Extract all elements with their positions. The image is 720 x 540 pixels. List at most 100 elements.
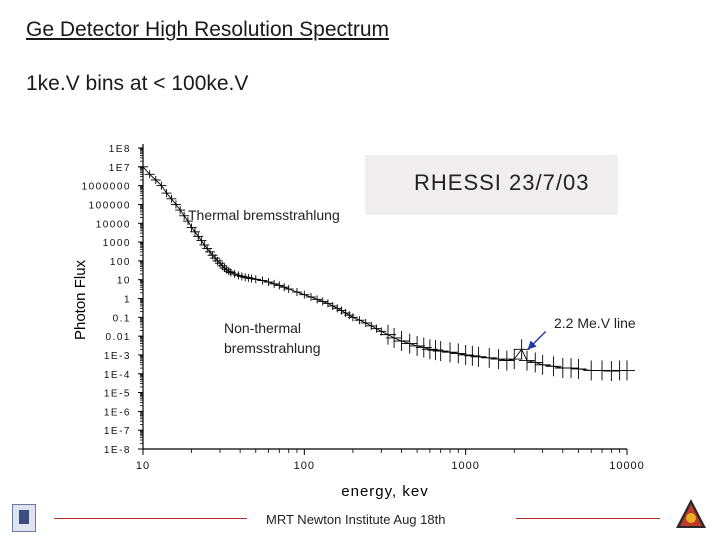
slide-subtitle: 1ke.V bins at < 100ke.V [26,72,249,95]
spectrum-point [519,350,536,371]
institute-logo [12,504,36,532]
inset-label-box [365,155,618,215]
line-arrow-head [527,340,537,350]
spectrum-line [142,166,627,372]
y-tick-label: 10000 [96,219,131,230]
spectrum-point [269,279,280,288]
spectrum-point [415,337,432,358]
x-axis-label: energy, kev [341,483,428,500]
y-tick-label: 1E7 [109,163,131,174]
nonthermal-label-2: bremsstrahlung [224,340,321,356]
spectrum-point [386,327,403,348]
spectrum-point [217,261,228,270]
spectrum-point [317,297,328,306]
inset-label: RHESSI 23/7/03 [414,170,590,195]
y-tick-label: 1 [124,295,131,306]
y-tick-label: 1E-5 [104,389,131,400]
spectrum-point [263,278,274,287]
spectrum-point [354,316,365,325]
spectrum-point [379,324,396,345]
y-tick-label: 0.01 [106,332,131,343]
spectrum-point [250,275,261,284]
data-layer [138,162,635,382]
spectrum-point [545,356,562,377]
spectrum-point [376,327,387,336]
spectrum-point [193,232,204,241]
spectrum-point [223,267,234,276]
spectrum-point [603,361,620,382]
spectrum-point [306,293,317,302]
spectrum-point [534,354,551,375]
spectrum-point [175,206,186,215]
spectrum-point [161,189,172,198]
spectrum-point [490,349,507,370]
spectrum-point [279,283,290,292]
spectrum-point [619,360,635,381]
spectrum-point [150,175,161,184]
spectrum-point [332,304,343,313]
spectrum-point [291,288,302,297]
spectrum-point [257,276,268,285]
y-tick-label: 1E-3 [104,351,131,362]
y-tick-label: 100 [110,257,131,268]
spectrum-point [594,360,611,381]
y-tick-label: 100000 [89,200,131,211]
spectrum-point [156,181,167,190]
spectrum-point [144,170,155,179]
footer-rule-right [516,518,660,519]
y-tick-label: 1E-4 [104,370,131,381]
spectrum-point [299,290,310,299]
spectrum-point [179,211,190,220]
spectrum-point [166,194,177,203]
spectrum-point [246,274,257,283]
spectrum-point [202,244,213,253]
annotation-layer: Thermal bremsstrahlung Non-thermal bremsst… [188,207,636,356]
spectrum-point [204,247,215,256]
spectrum-point [432,341,449,362]
y-tick-label: 1E-6 [104,407,131,418]
spectrum-point [563,358,580,379]
spectrum-point [442,342,459,363]
spectrum-point [513,339,530,360]
spectrum-point [189,227,200,236]
spectrum-point [312,295,323,304]
spectrum-point [170,200,181,209]
spectrum-point [366,321,377,330]
spectrum-point [401,333,418,354]
spectrum-point [199,240,210,249]
spectrum-point [527,352,544,373]
spectrum-point [481,347,498,368]
footer-text: MRT Newton Institute Aug 18th [266,512,446,527]
spectrum-point [409,335,426,356]
footer-rule-left [54,518,247,519]
spectrum-point [360,318,371,327]
spectrum-point [340,308,351,317]
spectrum-point [196,236,207,245]
spectrum-point [470,346,487,367]
y-tick-label: 1000000 [82,182,131,193]
y-tick-label: 1E-8 [104,445,131,456]
x-tick-label: 10 [136,460,150,472]
x-tick-label: 100 [294,460,315,472]
spectrum-point [498,350,515,371]
x-tick-label: 1000 [451,460,479,472]
spectrum-point [457,344,474,365]
slide-title: Ge Detector High Resolution Spectrum [26,18,389,41]
thermal-label: Thermal bremsstrahlung [188,207,340,223]
axes-layer: 1E8 1E7 1000000 100000 10000 1000 100 10 1 0.1 0.0… [82,144,644,472]
spectrum-point [186,223,197,232]
spectrum-point [182,217,193,226]
spectrum-point [450,343,467,364]
spectrum-point [219,263,230,272]
y-tick-label: 1E8 [109,144,131,155]
spectrum-point [570,358,587,379]
spectrum-point [283,284,294,293]
spectrum-point [347,313,358,322]
nonthermal-label-1: Non-thermal [224,320,301,336]
y-tick-label: 10 [117,276,131,287]
y-tick-label: 1000 [103,238,131,249]
y-tick-label: 1E-7 [104,426,131,437]
spectrum-point [464,345,481,366]
line-label: 2.2 Me.V line [554,315,636,331]
